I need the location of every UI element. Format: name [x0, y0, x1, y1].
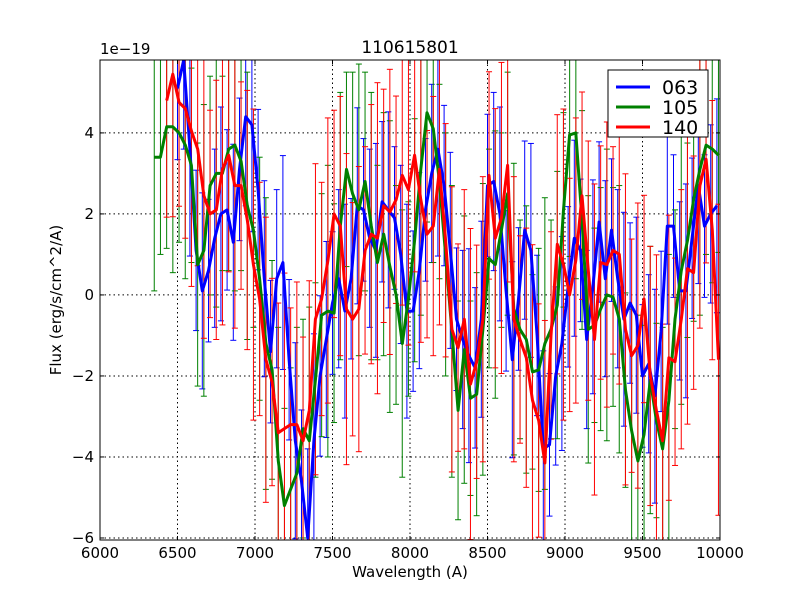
x-tick-label: 7000	[236, 544, 274, 562]
x-tick-label: 6500	[158, 544, 196, 562]
ticks: 6000 6500 7000 7500 8000 8500 9000 9500 10000 −6 −…	[72, 60, 744, 562]
x-tick-label: 7500	[313, 544, 351, 562]
y-tick-label: 4	[84, 124, 94, 142]
legend-label-140: 140	[662, 117, 698, 139]
series-line-140	[165, 72, 720, 465]
plot-area	[151, 60, 720, 540]
series-line-063	[176, 60, 719, 540]
y-tick-label: 0	[84, 286, 94, 304]
x-tick-label: 8500	[468, 544, 506, 562]
y-tick-label: −4	[72, 448, 94, 466]
chart-title: 110615801	[361, 38, 458, 58]
y-tick-label: −6	[72, 529, 94, 547]
series-line-105	[154, 111, 720, 508]
legend-label-105: 105	[662, 97, 698, 119]
x-tick-label: 10000	[696, 544, 744, 562]
x-tick-label: 6000	[81, 544, 119, 562]
x-tick-label: 9000	[546, 544, 584, 562]
x-tick-label: 9500	[623, 544, 661, 562]
y-tick-label: 2	[84, 205, 94, 223]
y-offset-label: 1e−19	[100, 40, 150, 58]
legend-label-063: 063	[662, 77, 698, 99]
y-axis-label: Flux (erg/s/cm^2/A)	[47, 225, 65, 376]
x-axis-label: Wavelength (A)	[352, 563, 468, 581]
x-tick-label: 8000	[391, 544, 429, 562]
y-tick-label: −2	[72, 367, 94, 385]
